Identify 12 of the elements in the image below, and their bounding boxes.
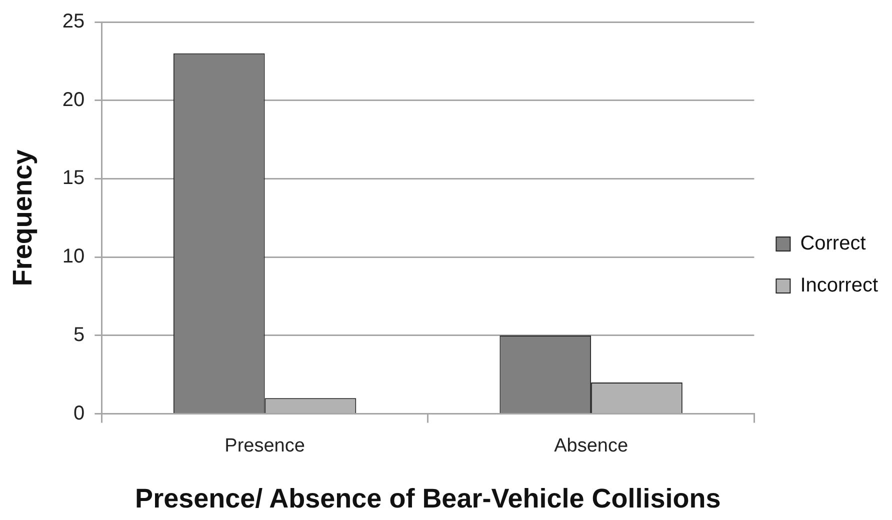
y-tick-label: 0 xyxy=(74,402,85,424)
legend-label: Incorrect xyxy=(800,274,878,297)
y-tick-label: 5 xyxy=(74,324,85,346)
y-tick-label: 20 xyxy=(62,88,85,111)
legend-label: Correct xyxy=(800,232,866,255)
x-tick-label: Absence xyxy=(554,435,628,456)
y-tick-label: 25 xyxy=(62,10,85,33)
y-tick-label: 15 xyxy=(62,167,85,190)
x-axis-title: Presence/ Absence of Bear-Vehicle Collisions xyxy=(135,483,721,514)
y-tick-label: 10 xyxy=(62,246,85,268)
x-tick-label: Presence xyxy=(224,435,305,456)
y-axis-title: Frequency xyxy=(8,150,38,286)
